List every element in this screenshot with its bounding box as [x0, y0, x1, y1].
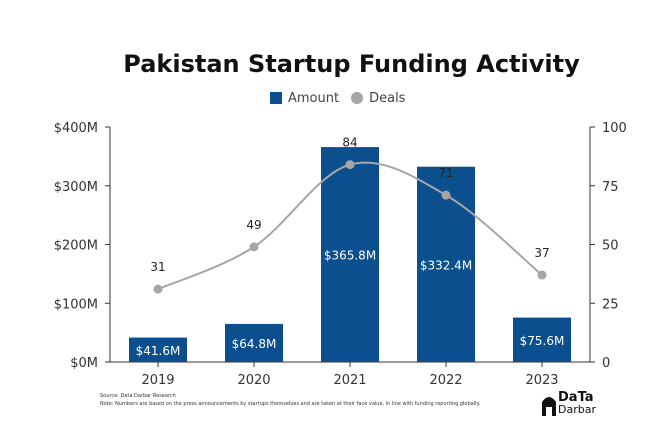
bar-value-label: $332.4M — [420, 258, 472, 272]
deals-point-2019 — [153, 284, 163, 294]
bar-2020 — [225, 323, 283, 362]
deals-value-label: 71 — [438, 166, 453, 180]
right-tick-label: 100 — [602, 121, 627, 136]
x-tick-label: 2022 — [429, 373, 462, 388]
data-darbar-logo: DaTa Darbar — [540, 390, 610, 420]
deals-value-label: 37 — [534, 246, 549, 260]
deals-value-label: 31 — [150, 260, 165, 274]
right-tick-label: 50 — [602, 239, 619, 254]
legend-swatch-amount — [270, 92, 282, 104]
left-tick-label: $300M — [54, 180, 98, 195]
logo-text-darbar: Darbar — [558, 403, 596, 416]
legend: Amount Deals — [270, 89, 417, 107]
x-tick-label: 2023 — [525, 373, 558, 388]
legend-item-deals[interactable]: Deals — [351, 91, 405, 106]
left-tick-label: $200M — [54, 239, 98, 254]
left-tick-label: $0M — [70, 356, 98, 371]
deals-point-2023 — [537, 270, 547, 280]
disclaimer-note: Note: Numbers are based on the press ann… — [100, 401, 481, 407]
deals-value-label: 49 — [246, 218, 261, 232]
deals-point-2022 — [441, 190, 451, 200]
x-tick-label: 2021 — [333, 373, 366, 388]
right-tick-label: 75 — [602, 180, 619, 195]
source-note: Source: Data Darbar Research — [100, 393, 176, 399]
bar-value-label: $365.8M — [324, 249, 376, 263]
deals-point-2021 — [345, 160, 355, 170]
bar-2019 — [129, 337, 187, 362]
x-tick-label: 2020 — [237, 373, 270, 388]
bar-value-label: $64.8M — [232, 337, 277, 351]
legend-item-amount[interactable]: Amount — [270, 91, 339, 106]
x-tick-label: 2019 — [141, 373, 174, 388]
left-tick-label: $100M — [54, 297, 98, 312]
right-tick-label: 25 — [602, 297, 619, 312]
bar-2021 — [321, 147, 379, 362]
deals-point-2020 — [249, 242, 259, 252]
legend-label-deals: Deals — [369, 90, 406, 106]
legend-label-amount: Amount — [288, 90, 340, 106]
deals-value-label: 84 — [342, 136, 357, 150]
bar-2023 — [513, 317, 571, 362]
dome-icon — [542, 397, 556, 416]
bar-value-label: $41.6M — [136, 344, 181, 358]
logo-text-data: DaTa — [558, 390, 594, 405]
bar-value-label: $75.6M — [520, 334, 565, 348]
left-tick-label: $400M — [54, 121, 98, 136]
legend-swatch-deals — [351, 92, 364, 104]
chart-title: Pakistan Startup Funding Activity — [123, 50, 580, 78]
right-tick-label: 0 — [602, 356, 610, 371]
